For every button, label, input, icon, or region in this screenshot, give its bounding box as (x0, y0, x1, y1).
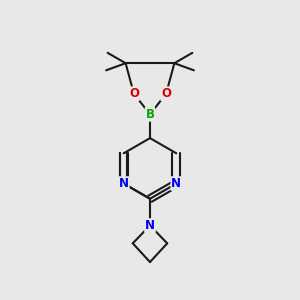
Text: N: N (171, 177, 181, 190)
Text: N: N (145, 219, 155, 232)
Text: O: O (161, 87, 171, 100)
Text: B: B (146, 108, 154, 121)
Text: N: N (119, 177, 129, 190)
Text: O: O (129, 87, 139, 100)
